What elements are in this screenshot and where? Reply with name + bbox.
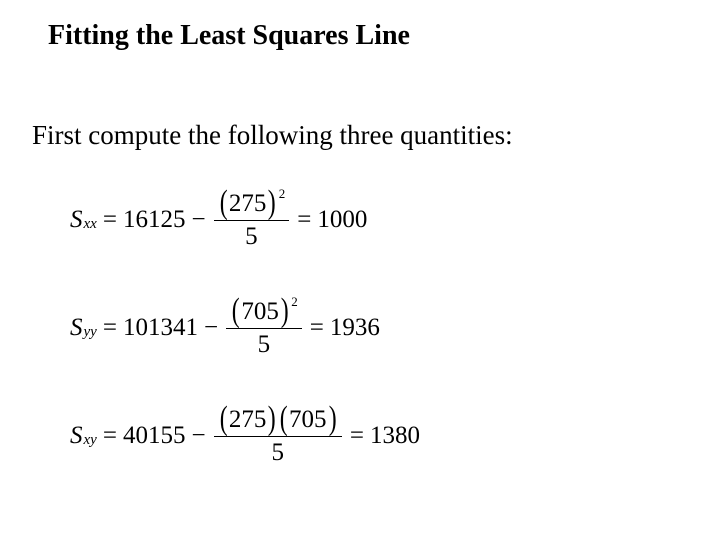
sxx-result: 1000 — [317, 206, 367, 234]
syy-subscript: yy — [84, 324, 97, 341]
sxy-subscript: xy — [84, 432, 97, 449]
equals-sign: = — [350, 422, 364, 450]
syy-numerator: (705) 2 — [226, 298, 302, 329]
equals-sign: = — [310, 314, 324, 342]
sxx-paren-value: 275 — [229, 190, 267, 218]
syy-first-term: 101341 — [123, 314, 198, 342]
syy-fraction: (705) 2 5 — [226, 298, 302, 359]
equals-sign: = — [103, 206, 117, 234]
sxy-first-term: 40155 — [123, 422, 186, 450]
page-title: Fitting the Least Squares Line — [48, 20, 410, 52]
equals-sign: = — [297, 206, 311, 234]
syy-paren-value: 705 — [241, 298, 279, 326]
syy-symbol: S — [70, 314, 83, 342]
sxy-numerator: (275) (705) — [214, 406, 342, 437]
equation-sxx: Sxx = 16125 − (275) 2 5 = 1000 — [70, 180, 420, 260]
minus-sign: − — [191, 206, 205, 234]
sxy-paren2-value: 705 — [289, 406, 327, 434]
equation-syy: Syy = 101341 − (705) 2 5 = 1936 — [70, 288, 420, 368]
equation-sxy: Sxy = 40155 − (275) (705) 5 = 1380 — [70, 396, 420, 476]
syy-denominator: 5 — [258, 329, 271, 359]
equals-sign: = — [103, 422, 117, 450]
subtitle-text: First compute the following three quanti… — [32, 120, 513, 151]
sxy-paren1-value: 275 — [229, 406, 267, 434]
sxx-numerator: (275) 2 — [214, 190, 290, 221]
sxy-symbol: S — [70, 422, 83, 450]
minus-sign: − — [191, 422, 205, 450]
sxx-denominator: 5 — [245, 221, 258, 251]
sxx-first-term: 16125 — [123, 206, 186, 234]
sxx-symbol: S — [70, 206, 83, 234]
sxy-fraction: (275) (705) 5 — [214, 406, 342, 467]
sxx-exponent: 2 — [279, 186, 286, 202]
syy-exponent: 2 — [291, 294, 298, 310]
syy-result: 1936 — [330, 314, 380, 342]
equations-block: Sxx = 16125 − (275) 2 5 = 1000 Syy = 101… — [70, 180, 420, 504]
sxx-fraction: (275) 2 5 — [214, 190, 290, 251]
sxy-result: 1380 — [370, 422, 420, 450]
equals-sign: = — [103, 314, 117, 342]
sxx-subscript: xx — [84, 216, 97, 233]
minus-sign: − — [204, 314, 218, 342]
sxy-denominator: 5 — [271, 437, 284, 467]
